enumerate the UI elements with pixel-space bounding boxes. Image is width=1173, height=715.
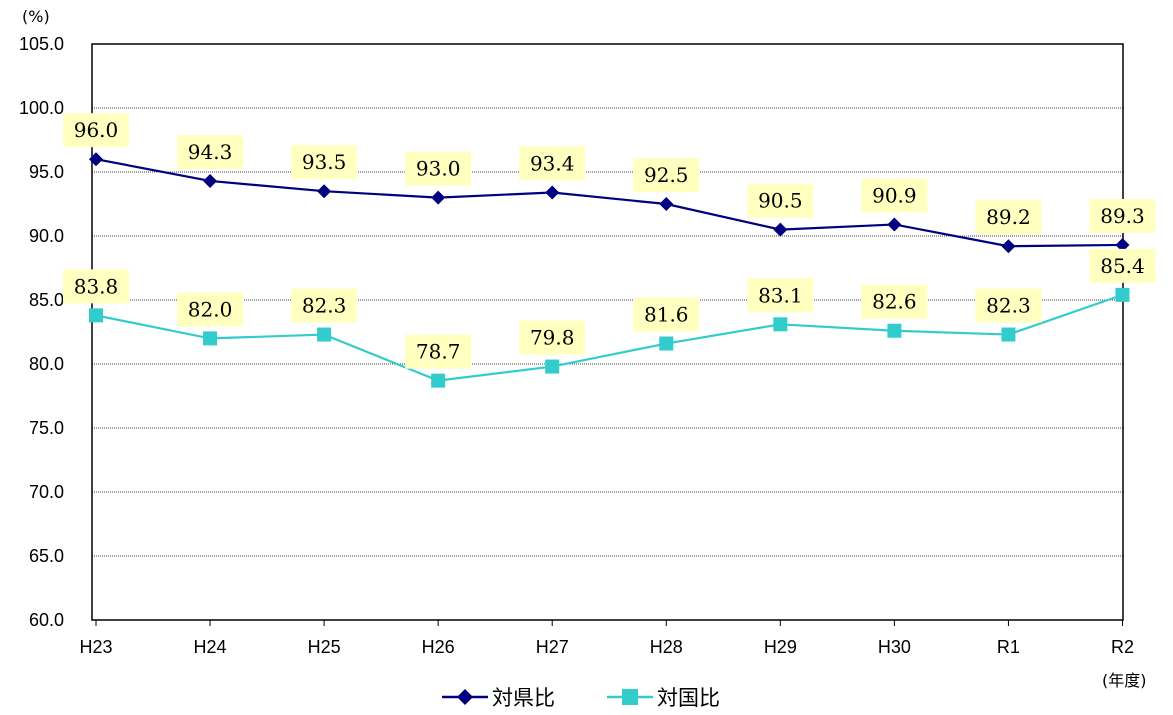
legend-label: 対国比 bbox=[657, 686, 720, 710]
y-unit-label: (%) bbox=[22, 7, 50, 26]
x-axis: H23 H24 H25 H26 H27 H28 H29 H30 R1 R2 bbox=[79, 620, 1134, 657]
y-tick-label: 90.0 bbox=[29, 226, 64, 246]
data-label: 78.7 bbox=[416, 340, 461, 364]
y-tick-label: 75.0 bbox=[29, 418, 64, 438]
data-label-box bbox=[747, 183, 814, 218]
data-point-diamond bbox=[659, 197, 674, 211]
data-label: 93.0 bbox=[416, 157, 461, 181]
series-lines bbox=[95, 158, 1123, 382]
x-tick-label: H29 bbox=[764, 637, 797, 657]
data-label-box bbox=[861, 284, 928, 319]
data-point-square bbox=[659, 336, 674, 351]
series-line bbox=[95, 158, 1123, 248]
y-tick-label: 95.0 bbox=[29, 162, 64, 182]
x-tick-label: R2 bbox=[1111, 637, 1134, 657]
x-tick-label: H30 bbox=[878, 637, 911, 657]
data-label-box bbox=[177, 292, 244, 327]
data-point-diamond bbox=[317, 184, 332, 199]
data-label: 83.8 bbox=[74, 274, 119, 298]
data-label: 82.0 bbox=[188, 297, 233, 321]
data-label: 79.8 bbox=[530, 326, 575, 350]
x-tick-label: R1 bbox=[997, 637, 1020, 657]
data-labels: 96.0 94.3 93.5 93.0 93.4 92.5 90.5 90.9 89.2 89.3… bbox=[63, 113, 1156, 369]
data-point-diamond bbox=[431, 190, 446, 205]
legend: 対県比 対国比 bbox=[442, 686, 720, 710]
data-point-square bbox=[431, 373, 446, 388]
y-tick-label: 65.0 bbox=[29, 546, 64, 566]
data-label: 82.3 bbox=[302, 294, 347, 318]
data-point-square bbox=[773, 317, 788, 332]
data-label-box bbox=[291, 288, 358, 323]
y-axis: 60.0 65.0 70.0 75.0 80.0 85.0 90.0 95.0 100.0 105… bbox=[19, 34, 64, 630]
data-label: 83.1 bbox=[758, 283, 803, 307]
data-label-box bbox=[861, 178, 928, 213]
y-tick-label: 80.0 bbox=[29, 354, 64, 374]
data-label-box bbox=[747, 278, 814, 313]
y-tick-label: 60.0 bbox=[29, 610, 64, 630]
series-markers bbox=[89, 152, 1130, 388]
x-tick-label: H23 bbox=[79, 637, 112, 657]
data-label: 85.4 bbox=[1100, 254, 1145, 278]
x-tick-label: H25 bbox=[308, 637, 341, 657]
data-point-square bbox=[317, 327, 332, 342]
data-point-square bbox=[89, 308, 103, 323]
data-label: 92.5 bbox=[644, 163, 689, 187]
data-label: 90.5 bbox=[758, 189, 803, 213]
data-label-box bbox=[633, 297, 700, 332]
data-label: 89.3 bbox=[1100, 204, 1145, 228]
data-point-diamond bbox=[887, 217, 902, 232]
data-label: 81.6 bbox=[644, 303, 689, 327]
data-point-diamond bbox=[545, 185, 560, 200]
data-label-box bbox=[975, 288, 1042, 323]
data-label-box bbox=[519, 320, 586, 355]
plot-area bbox=[91, 43, 1124, 621]
data-point-square bbox=[203, 331, 218, 346]
data-label-box bbox=[1089, 248, 1156, 283]
data-label: 82.6 bbox=[872, 290, 917, 314]
data-label-box bbox=[291, 145, 358, 180]
data-point-diamond bbox=[89, 152, 103, 167]
data-label-box bbox=[177, 134, 244, 169]
legend-marker-diamond bbox=[457, 689, 473, 705]
legend-label: 対県比 bbox=[492, 686, 555, 710]
y-tick-label: 85.0 bbox=[29, 290, 64, 310]
gridlines bbox=[92, 107, 1123, 557]
y-tick-label: 100.0 bbox=[19, 98, 64, 118]
series-line bbox=[95, 293, 1123, 382]
data-point-square bbox=[1001, 327, 1016, 342]
y-tick-label: 105.0 bbox=[19, 34, 64, 54]
x-tick-label: H24 bbox=[194, 637, 227, 657]
data-label: 93.5 bbox=[302, 150, 347, 174]
x-tick-label: H27 bbox=[536, 637, 569, 657]
y-tick-label: 70.0 bbox=[29, 482, 64, 502]
data-point-diamond bbox=[203, 173, 218, 188]
data-label-box bbox=[63, 269, 129, 304]
x-unit-label: (年度) bbox=[1102, 671, 1147, 690]
data-label: 94.3 bbox=[188, 140, 233, 164]
x-tick-label: H26 bbox=[422, 637, 455, 657]
data-label: 89.2 bbox=[986, 205, 1031, 229]
data-label: 90.9 bbox=[872, 183, 917, 207]
data-point-square bbox=[887, 323, 902, 338]
data-point-square bbox=[545, 359, 560, 374]
data-point-square bbox=[1115, 287, 1130, 302]
data-point-diamond bbox=[1001, 239, 1016, 254]
data-label-box bbox=[63, 113, 129, 148]
data-label-box bbox=[633, 158, 700, 192]
x-tick-label: H28 bbox=[650, 637, 683, 657]
data-label-box bbox=[975, 200, 1042, 235]
data-label-box bbox=[405, 151, 472, 186]
data-label-box bbox=[1089, 198, 1156, 233]
data-label: 96.0 bbox=[74, 118, 119, 142]
legend-marker-square bbox=[622, 689, 638, 705]
data-point-diamond bbox=[1115, 237, 1130, 252]
data-label-box bbox=[519, 146, 586, 181]
data-point-diamond bbox=[773, 222, 788, 237]
data-label: 93.4 bbox=[530, 151, 575, 175]
data-label-box bbox=[405, 334, 472, 369]
data-label: 82.3 bbox=[986, 294, 1031, 318]
